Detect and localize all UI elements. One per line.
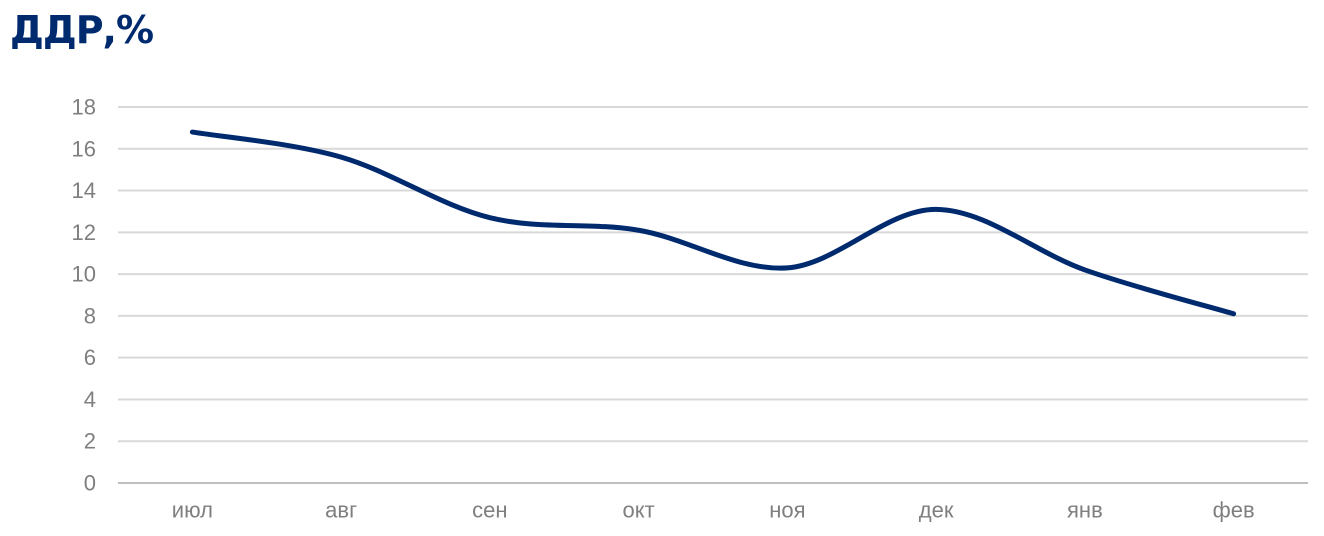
y-axis-ticks: 0 2 4 6 8 10 12 14 16 18: [72, 95, 96, 496]
chart-title: ДДР,%: [10, 8, 154, 52]
x-tick-label: дек: [919, 498, 954, 523]
y-tick-label: 12: [72, 220, 96, 245]
y-tick-label: 14: [72, 178, 96, 203]
y-tick-label: 6: [84, 345, 96, 370]
x-tick-label: окт: [623, 498, 655, 523]
series-line: [189, 129, 1237, 317]
y-tick-label: 2: [84, 429, 96, 454]
y-tick-label: 4: [84, 387, 96, 412]
y-tick-label: 16: [72, 136, 96, 161]
gridlines: [118, 106, 1308, 484]
x-tick-label: авг: [325, 498, 357, 523]
x-tick-label: янв: [1067, 498, 1103, 523]
x-tick-label: ноя: [769, 498, 805, 523]
x-tick-label: сен: [472, 498, 507, 523]
x-tick-label: июл: [172, 498, 213, 523]
y-tick-label: 10: [72, 262, 96, 287]
y-tick-label: 0: [84, 471, 96, 496]
y-tick-label: 18: [72, 95, 96, 120]
x-tick-label: фев: [1213, 498, 1255, 523]
x-axis-ticks: июл авг сен окт ноя дек янв фев: [172, 498, 1255, 523]
series-lines: [189, 129, 1237, 317]
y-tick-label: 8: [84, 303, 96, 328]
